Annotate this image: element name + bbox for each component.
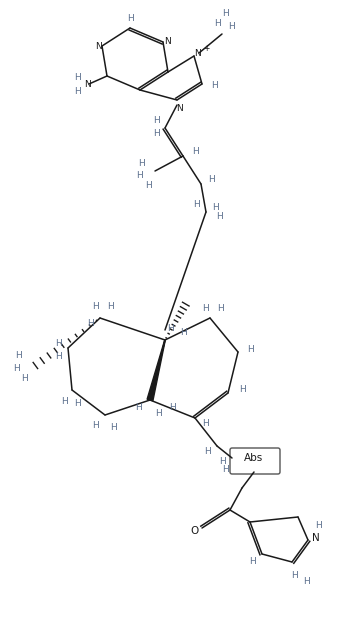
Text: H: H — [127, 13, 133, 22]
Text: N: N — [176, 104, 182, 112]
Text: N: N — [194, 49, 201, 58]
Text: H: H — [214, 19, 220, 27]
Text: H: H — [107, 302, 113, 311]
Text: H: H — [208, 174, 214, 183]
Text: H: H — [167, 323, 173, 332]
Text: H: H — [248, 557, 256, 567]
Text: H: H — [212, 203, 218, 212]
Text: H: H — [222, 8, 229, 17]
Text: H: H — [193, 199, 200, 208]
Text: H: H — [74, 399, 80, 408]
Text: Abs: Abs — [244, 453, 264, 463]
Text: O: O — [190, 526, 198, 536]
Text: H: H — [202, 304, 208, 312]
Text: H: H — [153, 128, 159, 137]
Text: H: H — [247, 344, 253, 353]
Text: H: H — [180, 328, 187, 337]
Text: H: H — [145, 180, 152, 190]
Text: H: H — [303, 578, 309, 587]
Text: H: H — [204, 447, 210, 456]
Text: H: H — [92, 302, 98, 311]
Text: H: H — [61, 397, 68, 406]
Text: H: H — [21, 374, 27, 383]
Text: H: H — [222, 465, 229, 475]
Text: H: H — [13, 364, 19, 373]
Text: N: N — [312, 533, 320, 543]
Text: H: H — [55, 339, 61, 348]
Text: H: H — [216, 212, 222, 220]
Text: H: H — [136, 171, 142, 180]
Text: H: H — [239, 385, 245, 394]
Text: H: H — [217, 304, 223, 312]
Text: N: N — [94, 42, 101, 50]
Text: H: H — [211, 81, 217, 89]
Text: H: H — [192, 146, 198, 155]
Text: H: H — [169, 403, 175, 413]
Text: H: H — [228, 22, 234, 31]
Text: H: H — [110, 422, 116, 431]
Text: H: H — [155, 410, 161, 419]
Text: H: H — [15, 351, 21, 360]
Text: +: + — [203, 43, 209, 52]
Text: H: H — [135, 403, 141, 413]
Text: H: H — [92, 420, 98, 429]
Text: H: H — [74, 86, 80, 95]
Text: H: H — [153, 116, 159, 125]
Text: N: N — [164, 36, 170, 45]
Polygon shape — [147, 340, 165, 401]
Text: H: H — [74, 72, 80, 82]
Text: H: H — [202, 419, 208, 427]
Text: N: N — [84, 79, 90, 88]
Text: H: H — [290, 571, 298, 580]
FancyBboxPatch shape — [230, 448, 280, 474]
Text: H: H — [219, 458, 225, 466]
Text: H: H — [55, 351, 61, 360]
Text: H: H — [87, 318, 93, 328]
Text: H: H — [315, 521, 321, 530]
Text: H: H — [138, 158, 145, 167]
